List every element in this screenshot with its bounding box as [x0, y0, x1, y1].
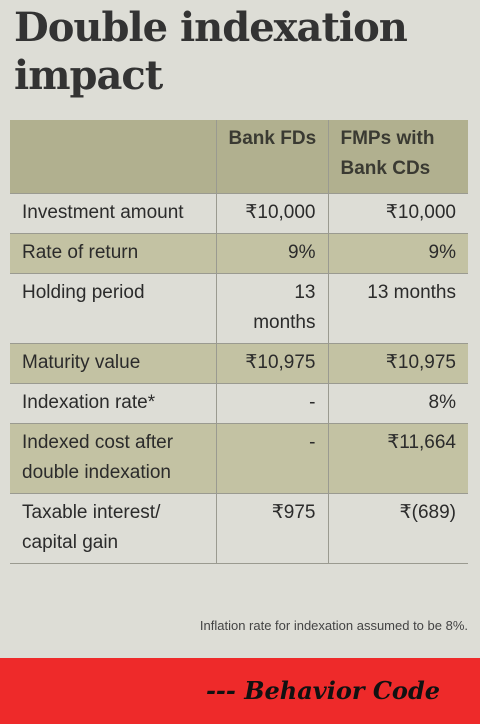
- fmps-cell: ₹10,975: [327, 343, 468, 384]
- header-bank-fds: Bank FDs: [215, 120, 328, 194]
- watermark-banner: --- Behavior Code: [0, 658, 480, 724]
- table-body: Investment amount ₹10,000 ₹10,000 Rate of r…: [10, 193, 468, 564]
- bank-fds-cell: ₹10,000: [215, 193, 328, 234]
- table-row: Taxable interest/ capital gain ₹975 ₹(689): [10, 493, 468, 564]
- header-empty: [10, 120, 216, 194]
- banner-text: --- Behavior Code: [205, 676, 440, 705]
- bank-fds-cell: ₹10,975: [215, 343, 328, 384]
- fmps-cell: 9%: [327, 233, 468, 274]
- fmps-cell: 8%: [327, 383, 468, 424]
- row-label: Investment amount: [10, 193, 216, 234]
- table-row: Holding period 13 months 13 months: [10, 273, 468, 344]
- fmps-cell: ₹(689): [327, 493, 468, 564]
- fmps-cell: ₹11,664: [327, 423, 468, 494]
- bank-fds-cell: 9%: [215, 233, 328, 274]
- fmps-cell: ₹10,000: [327, 193, 468, 234]
- bank-fds-cell: ₹975: [215, 493, 328, 564]
- row-label: Indexed cost after double indexation: [10, 423, 216, 494]
- page-title: Double indexation impact: [14, 4, 408, 99]
- bank-fds-cell: 13 months: [215, 273, 328, 344]
- header-fmps: FMPs with Bank CDs: [327, 120, 468, 194]
- row-label: Rate of return: [10, 233, 216, 274]
- table-row: Indexation rate* -8%: [10, 383, 468, 424]
- table-row: Rate of return 9% 9%: [10, 233, 468, 274]
- table-row: Investment amount ₹10,000 ₹10,000: [10, 193, 468, 234]
- bank-fds-cell: -: [215, 383, 328, 424]
- table-header-row: Bank FDs FMPs with Bank CDs: [10, 120, 468, 194]
- row-label: Taxable interest/ capital gain: [10, 493, 216, 564]
- fmps-cell: 13 months: [327, 273, 468, 344]
- row-label: Indexation rate*: [10, 383, 216, 424]
- table-row: Indexed cost after double indexation - ₹11…: [10, 423, 468, 494]
- row-label: Maturity value: [10, 343, 216, 384]
- footnote: Inflation rate for indexation assumed to…: [199, 618, 468, 633]
- row-label: Holding period: [10, 273, 216, 344]
- bank-fds-cell: -: [215, 423, 328, 494]
- table-row: Maturity value ₹10,975 ₹10,975: [10, 343, 468, 384]
- indexation-table: Bank FDs FMPs with Bank CDs Investment a…: [10, 120, 468, 564]
